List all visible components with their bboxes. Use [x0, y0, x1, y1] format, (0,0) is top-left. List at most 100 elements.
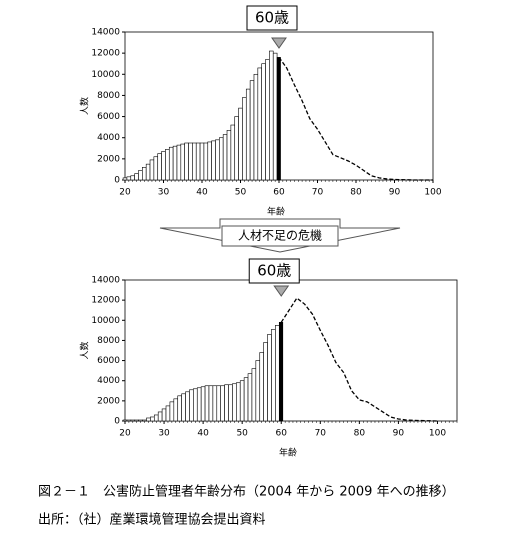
bar: [184, 142, 189, 181]
y-tick-label: 2000: [97, 396, 120, 406]
bar: [134, 173, 139, 181]
x-axis-label: 年齢: [279, 447, 297, 459]
bar: [138, 419, 143, 422]
bar: [243, 377, 249, 422]
age-marker: [271, 37, 287, 49]
y-tick-label: 8000: [97, 91, 120, 101]
bar: [150, 416, 155, 422]
y-tick-label: 10000: [91, 70, 120, 80]
bar: [263, 342, 268, 422]
bar: [216, 385, 221, 422]
bar: [149, 159, 155, 181]
x-tick-label: 60: [276, 429, 288, 439]
bar: [275, 325, 280, 422]
bar: [165, 149, 170, 181]
y-axis-label: 人数: [79, 97, 91, 115]
bar: [255, 360, 261, 422]
bar: [196, 387, 202, 422]
bar: [228, 384, 233, 422]
bar: [222, 134, 228, 181]
bar: [153, 414, 159, 422]
x-tick-label: 70: [315, 429, 327, 439]
bar: [145, 163, 151, 181]
bar: [211, 140, 216, 181]
bar: [161, 408, 167, 422]
x-tick-label: 60: [273, 188, 285, 198]
bar: [239, 380, 245, 422]
bar: [126, 419, 132, 422]
bar: [181, 393, 186, 422]
x-tick-label: 50: [235, 188, 247, 198]
bar: [193, 388, 198, 422]
y-tick-label: 6000: [97, 356, 120, 366]
x-tick-label: 80: [350, 188, 362, 198]
bar: [195, 142, 201, 181]
x-tick-label: 50: [236, 429, 248, 439]
bar: [203, 142, 209, 181]
y-tick-label: 6000: [97, 112, 120, 122]
bar: [207, 141, 212, 181]
x-tick-label: 100: [424, 188, 441, 198]
bar: [176, 144, 182, 181]
bar: [257, 67, 262, 181]
bar: [142, 419, 147, 422]
x-tick-label: 70: [312, 188, 324, 198]
bar: [185, 391, 190, 422]
bar: [269, 50, 274, 181]
bar: [138, 170, 143, 181]
bar: [232, 383, 237, 422]
bar: [245, 88, 251, 181]
bar: [177, 395, 182, 422]
bar: [130, 175, 135, 181]
bar: [261, 63, 266, 181]
bar: [130, 419, 136, 422]
bar: [212, 385, 218, 422]
y-tick-label: 14000: [91, 28, 120, 38]
bar: [192, 142, 197, 181]
bar: [126, 176, 132, 181]
bar: [219, 137, 224, 181]
y-tick-label: 0: [114, 176, 120, 186]
bar: [146, 417, 151, 422]
annotation: 60歳: [255, 9, 289, 27]
bar: [208, 385, 214, 422]
bar: [238, 107, 243, 181]
y-tick-label: 8000: [97, 336, 120, 346]
x-tick-label: 90: [393, 429, 405, 439]
bar: [180, 143, 185, 181]
bar: [200, 386, 206, 422]
bar: [215, 139, 220, 181]
y-tick-label: 12000: [91, 296, 120, 306]
bar: [199, 142, 205, 181]
bar: [234, 116, 239, 181]
bar: [189, 389, 194, 422]
y-tick-label: 12000: [91, 49, 120, 59]
annotation-box: [246, 5, 298, 31]
bar: [204, 385, 210, 422]
bar: [157, 153, 162, 181]
y-tick-label: 0: [114, 417, 120, 427]
bar: [265, 59, 270, 181]
bar: [251, 368, 257, 422]
bar: [278, 321, 284, 422]
bar: [142, 167, 147, 181]
transition-label: 人材不足の危機: [238, 228, 322, 243]
bar: [168, 146, 174, 181]
bar: [224, 384, 229, 422]
y-tick-label: 14000: [91, 276, 120, 286]
bar: [271, 329, 276, 422]
bar: [165, 405, 171, 422]
x-tick-label: 90: [389, 188, 401, 198]
age-marker: [273, 285, 290, 297]
y-tick-label: 2000: [97, 154, 120, 164]
bar: [230, 124, 236, 181]
bar: [220, 385, 225, 422]
bar: [173, 398, 179, 422]
bar: [169, 401, 175, 422]
bar: [242, 97, 247, 181]
y-tick-label: 4000: [97, 376, 120, 386]
bar: [272, 52, 278, 181]
y-axis-label: 人数: [79, 341, 91, 359]
caption: 図２－１ 公害防止管理者年齢分布（2004 年から 2009 年への推移）: [38, 484, 455, 500]
source: 出所：（社）産業環境管理協会提出資料: [38, 512, 266, 528]
